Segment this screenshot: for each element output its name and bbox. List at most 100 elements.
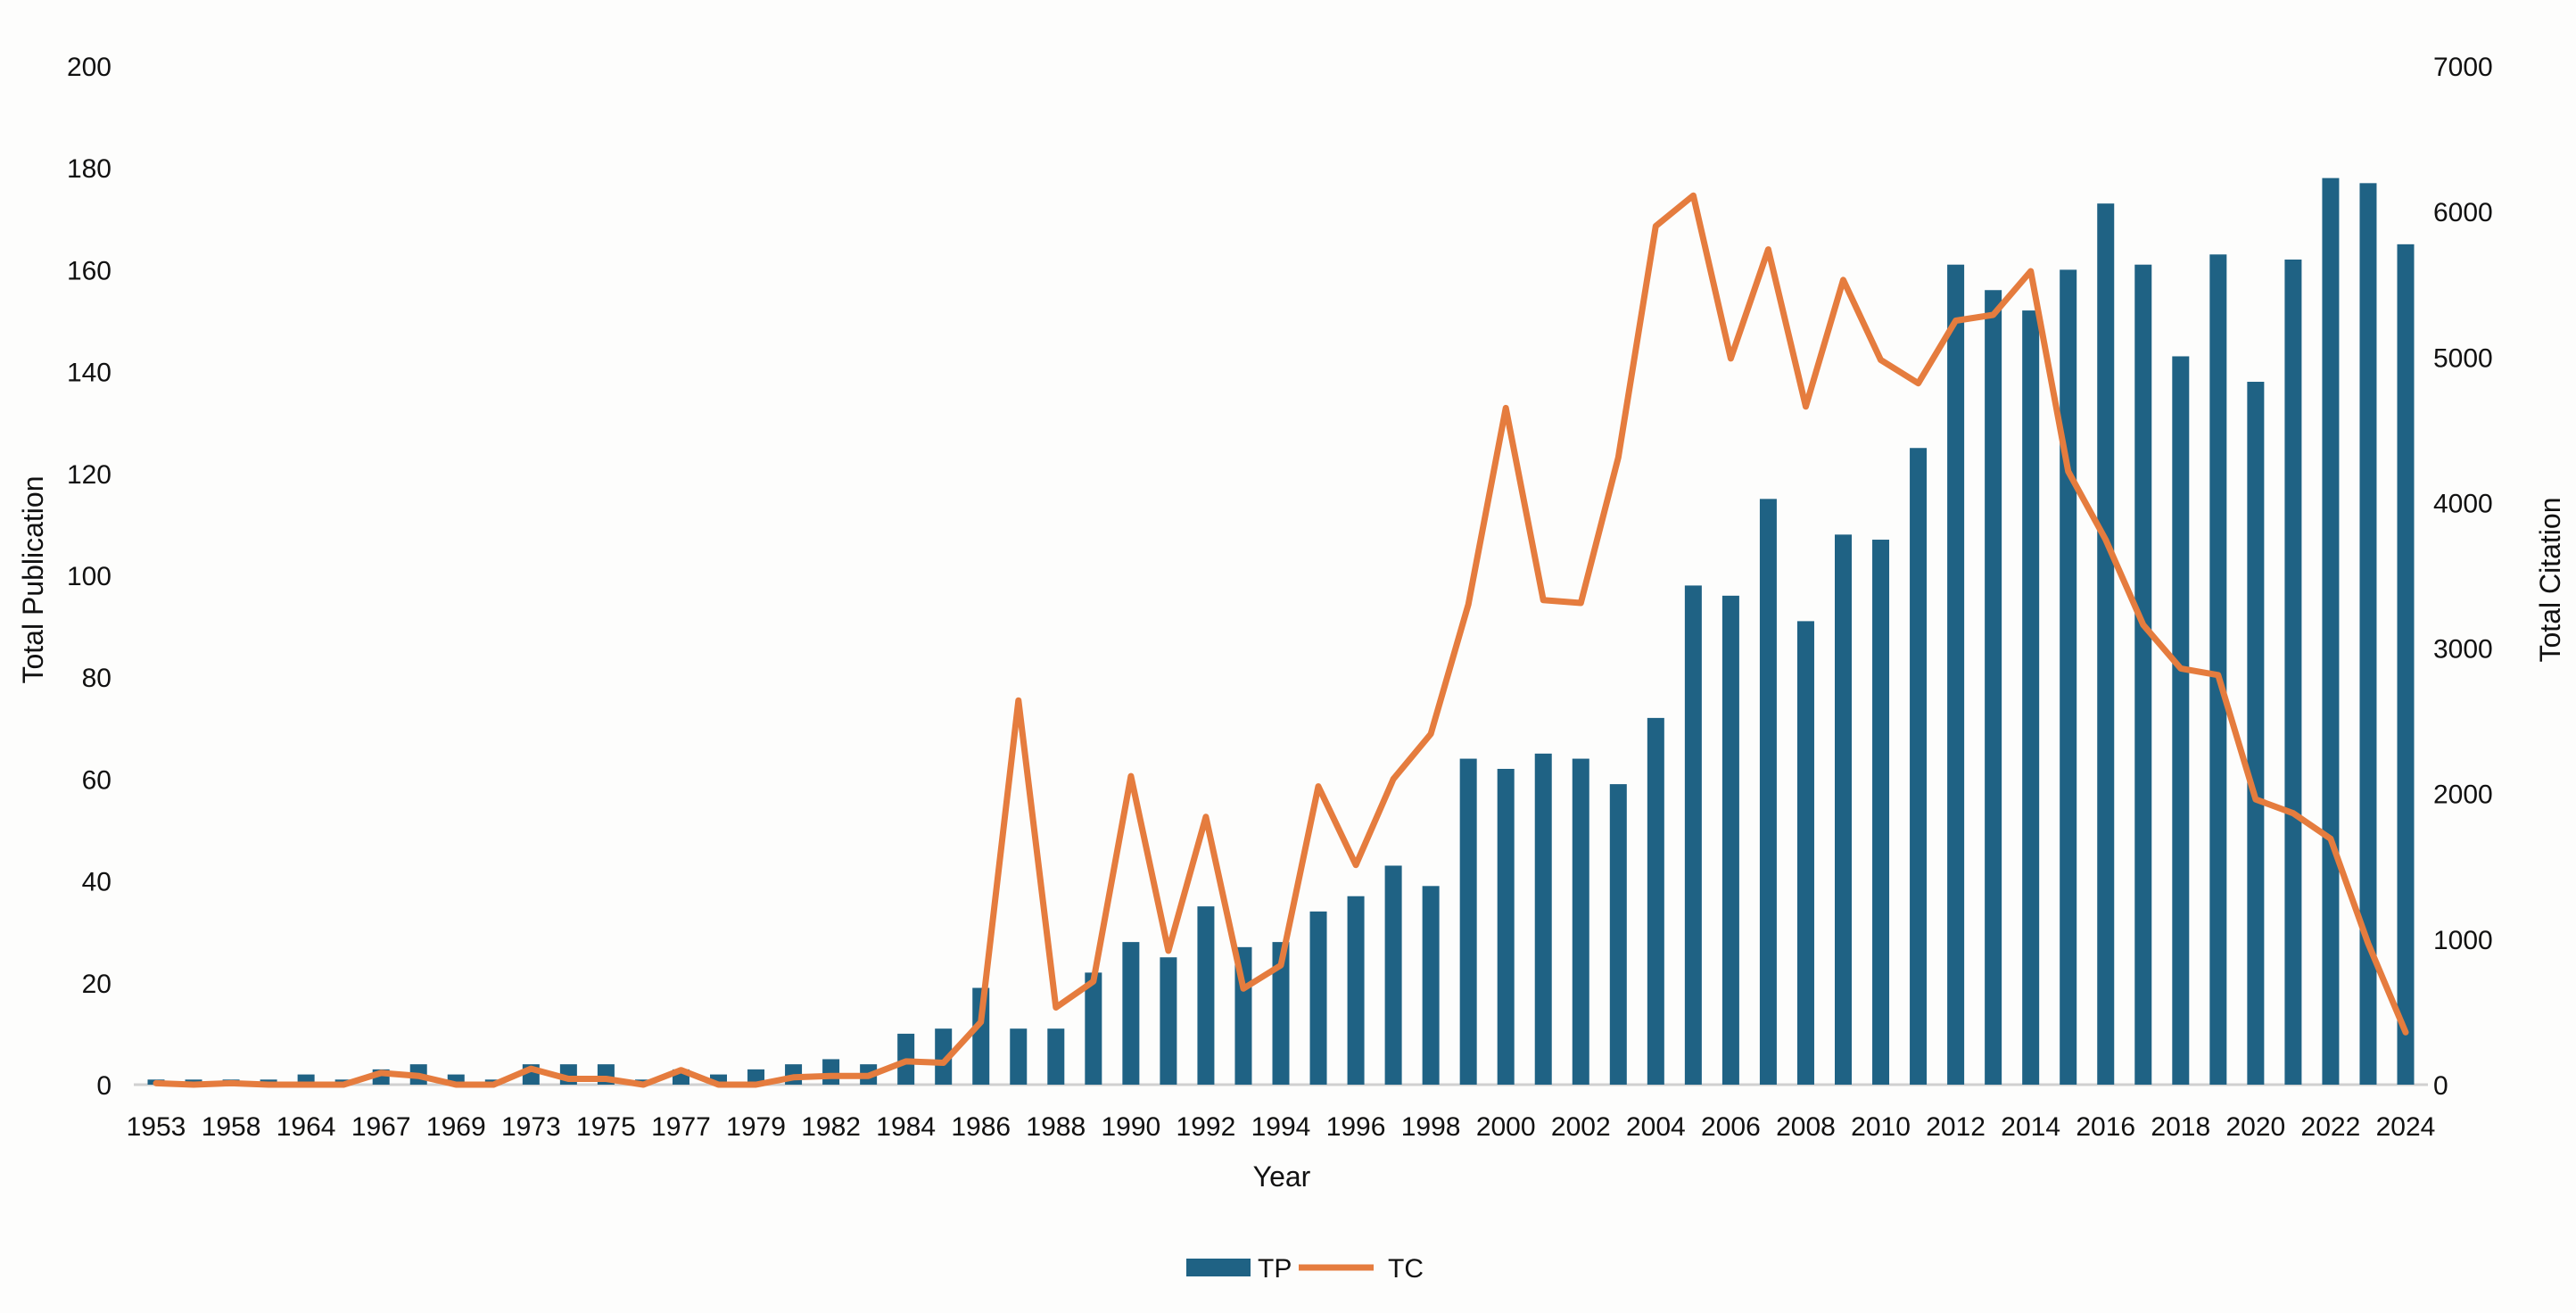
x-tick-label: 2002 bbox=[1551, 1112, 1611, 1142]
y-left-tick-label: 0 bbox=[96, 1071, 111, 1101]
y-left-tick-label: 160 bbox=[67, 256, 111, 285]
tp-bar-1978 bbox=[710, 1074, 727, 1085]
tp-bar-2000 bbox=[1497, 768, 1515, 1085]
x-tick-label: 2004 bbox=[1626, 1112, 1686, 1142]
tp-bar-2020 bbox=[2247, 382, 2265, 1085]
x-tick-label: 2000 bbox=[1476, 1112, 1536, 1142]
y-left-tick-label: 80 bbox=[82, 664, 111, 693]
tp-bar-2009 bbox=[1835, 534, 1852, 1085]
y-axis-title-right: Total Citation bbox=[2534, 498, 2566, 663]
left-axis-ticks: 0 20 40 60 80 100 120 140 160 180 200 bbox=[67, 53, 111, 1101]
x-tick-label: 2022 bbox=[2301, 1112, 2361, 1142]
y-right-tick-label: 1000 bbox=[2433, 926, 2493, 955]
tp-bar-1994 bbox=[1272, 942, 1290, 1085]
x-tick-label: 1969 bbox=[426, 1112, 486, 1142]
x-tick-label: 2008 bbox=[1776, 1112, 1836, 1142]
tp-bar-2023 bbox=[2359, 183, 2377, 1085]
x-tick-label: 1986 bbox=[951, 1112, 1011, 1142]
x-tick-label: 2018 bbox=[2151, 1112, 2210, 1142]
y-left-tick-label: 100 bbox=[67, 562, 111, 591]
x-tick-label: 2024 bbox=[2376, 1112, 2436, 1142]
x-tick-label: 1984 bbox=[876, 1112, 936, 1142]
tp-bar-2022 bbox=[2322, 178, 2340, 1085]
tp-bar-1995 bbox=[1309, 911, 1327, 1085]
tp-bar-1997 bbox=[1384, 865, 1402, 1085]
x-tick-label: 1992 bbox=[1177, 1112, 1236, 1142]
x-tick-label: 2010 bbox=[1851, 1112, 1911, 1142]
tp-bar-1969 bbox=[447, 1074, 465, 1085]
tp-bar-2024 bbox=[2397, 244, 2415, 1086]
tp-bar-2019 bbox=[2209, 254, 2227, 1085]
tp-bar-2018 bbox=[2172, 356, 2190, 1086]
x-tick-label: 1977 bbox=[651, 1112, 711, 1142]
y-left-tick-label: 140 bbox=[67, 359, 111, 388]
x-tick-label: 1953 bbox=[127, 1112, 186, 1142]
tp-bar-2017 bbox=[2134, 264, 2152, 1085]
y-axis-title-left: Total Publication bbox=[17, 475, 49, 683]
y-right-tick-label: 5000 bbox=[2433, 343, 2493, 373]
tp-bar-1991 bbox=[1160, 957, 1177, 1085]
x-tick-label: 1996 bbox=[1326, 1112, 1386, 1142]
tp-bar-2011 bbox=[1910, 448, 1928, 1085]
legend-tp-label: TP bbox=[1258, 1254, 1292, 1284]
x-tick-label: 1998 bbox=[1401, 1112, 1461, 1142]
tp-bar-2004 bbox=[1647, 717, 1664, 1085]
tp-bar-2010 bbox=[1872, 540, 1890, 1085]
x-tick-label: 1988 bbox=[1026, 1112, 1086, 1142]
legend-tp-swatch bbox=[1186, 1259, 1251, 1276]
x-axis-ticks: 1953 1958 1964 1967 1969 1973 1975 1977 1979 1982… bbox=[127, 1112, 2436, 1142]
y-left-tick-label: 180 bbox=[67, 154, 111, 184]
tp-bar-2006 bbox=[1721, 595, 1739, 1085]
legend-tc-label: TC bbox=[1388, 1254, 1424, 1284]
y-right-tick-label: 6000 bbox=[2433, 198, 2493, 227]
tp-bar-2008 bbox=[1796, 621, 1814, 1085]
tp-bar-2012 bbox=[1947, 264, 1965, 1085]
tp-bar-1964 bbox=[297, 1074, 315, 1085]
tp-bars bbox=[147, 178, 2415, 1086]
tp-bar-1988 bbox=[1047, 1028, 1065, 1085]
tp-bar-1990 bbox=[1122, 942, 1140, 1085]
y-left-tick-label: 200 bbox=[67, 53, 111, 82]
x-tick-label: 1973 bbox=[501, 1112, 561, 1142]
tp-bar-1992 bbox=[1197, 906, 1215, 1085]
tp-bar-2007 bbox=[1759, 499, 1777, 1085]
x-tick-label: 1967 bbox=[351, 1112, 411, 1142]
tp-bar-1982 bbox=[822, 1059, 840, 1085]
tp-bar-1985 bbox=[935, 1028, 953, 1085]
x-tick-label: 1990 bbox=[1101, 1112, 1160, 1142]
x-tick-label: 2006 bbox=[1701, 1112, 1761, 1142]
tp-bar-2014 bbox=[2022, 310, 2040, 1086]
legend: TP TC bbox=[1186, 1254, 1424, 1284]
tp-bar-2021 bbox=[2284, 259, 2302, 1086]
tp-bar-1999 bbox=[1459, 758, 1477, 1085]
y-right-tick-label: 2000 bbox=[2433, 780, 2493, 810]
x-tick-label: 1979 bbox=[726, 1112, 786, 1142]
tp-bar-2002 bbox=[1572, 758, 1589, 1085]
x-axis-title: Year bbox=[1253, 1160, 1311, 1193]
tc-line bbox=[153, 192, 2409, 1088]
y-right-tick-label: 3000 bbox=[2433, 635, 2493, 665]
x-tick-label: 2012 bbox=[1926, 1112, 1986, 1142]
right-axis-ticks: 0 1000 2000 3000 4000 5000 6000 7000 bbox=[2433, 53, 2493, 1101]
tp-bar-1996 bbox=[1347, 896, 1365, 1085]
tp-bar-2003 bbox=[1609, 784, 1627, 1085]
x-tick-label: 1975 bbox=[576, 1112, 636, 1142]
tp-bar-1987 bbox=[1010, 1028, 1028, 1085]
tp-bar-1998 bbox=[1422, 886, 1440, 1085]
x-tick-label: 2014 bbox=[2001, 1112, 2060, 1142]
x-tick-label: 1958 bbox=[202, 1112, 261, 1142]
y-right-tick-label: 0 bbox=[2433, 1071, 2448, 1101]
y-right-tick-label: 4000 bbox=[2433, 489, 2493, 518]
x-tick-label: 2020 bbox=[2225, 1112, 2285, 1142]
tp-bar-2013 bbox=[1985, 290, 2002, 1085]
tp-bar-2016 bbox=[2097, 203, 2115, 1086]
x-tick-label: 1964 bbox=[277, 1112, 336, 1142]
y-left-tick-label: 40 bbox=[82, 868, 111, 897]
tp-bar-2001 bbox=[1534, 753, 1552, 1085]
x-tick-label: 1982 bbox=[801, 1112, 861, 1142]
tp-bar-2015 bbox=[2060, 269, 2077, 1085]
x-tick-label: 1994 bbox=[1251, 1112, 1311, 1142]
tp-bar-2005 bbox=[1684, 585, 1702, 1085]
y-left-tick-label: 120 bbox=[67, 460, 111, 490]
